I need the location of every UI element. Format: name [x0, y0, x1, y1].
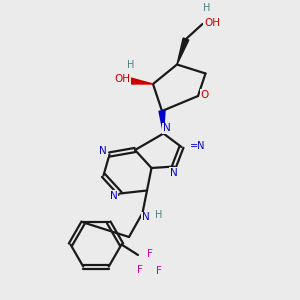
Text: OH: OH [114, 74, 130, 85]
Text: F: F [136, 265, 142, 275]
Polygon shape [130, 78, 153, 84]
Text: OH: OH [204, 17, 220, 28]
Text: F: F [156, 266, 162, 276]
Text: H: H [127, 59, 134, 70]
Text: H: H [203, 3, 211, 14]
Text: N: N [142, 212, 149, 223]
Polygon shape [177, 38, 189, 64]
Polygon shape [159, 111, 165, 134]
Text: O: O [200, 89, 209, 100]
Text: =N: =N [190, 140, 205, 151]
Text: F: F [147, 249, 153, 259]
Text: H: H [155, 209, 163, 220]
Text: N: N [99, 146, 107, 156]
Text: N: N [170, 167, 178, 178]
Text: N: N [110, 191, 117, 201]
Text: N: N [163, 123, 170, 134]
